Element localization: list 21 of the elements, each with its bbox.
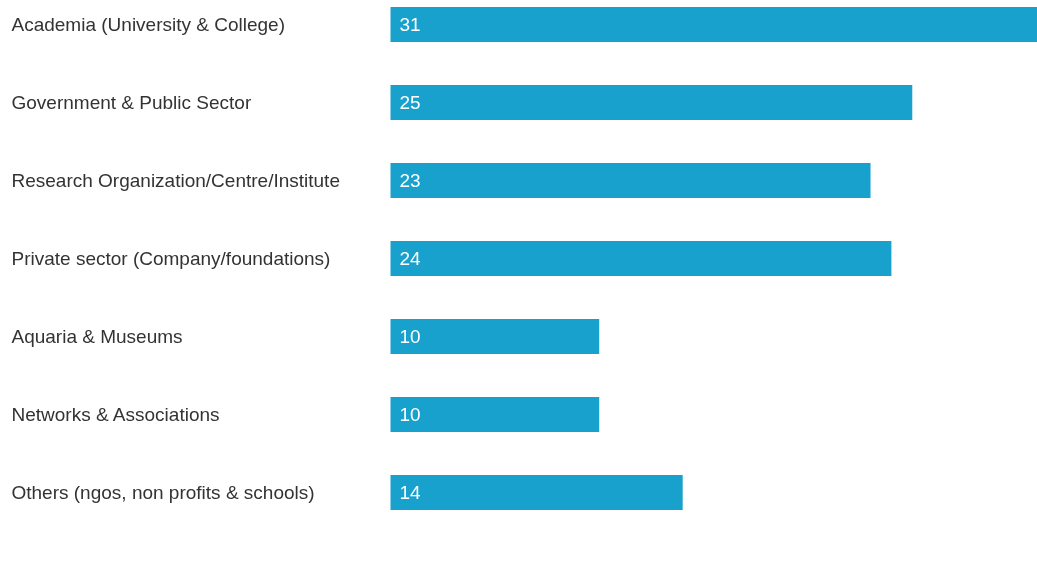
bar — [390, 7, 1037, 42]
data-label: 23 — [399, 170, 421, 191]
data-label: 10 — [399, 326, 421, 347]
data-label: 10 — [399, 404, 421, 425]
y-tick-label: Academia (University & College) — [11, 14, 285, 35]
data-label: 14 — [399, 482, 422, 503]
bar — [390, 397, 600, 432]
y-tick-label: Others (ngos, non profits & schools) — [11, 482, 315, 503]
y-tick-label: Government & Public Sector — [11, 92, 252, 113]
data-label: 31 — [399, 14, 421, 35]
bar — [390, 241, 892, 276]
y-tick-label: Networks & Associations — [11, 404, 220, 425]
y-tick-label: Research Organization/Centre/Institute — [11, 170, 340, 191]
bar — [390, 319, 600, 354]
y-tick-label: Aquaria & Museums — [11, 326, 183, 347]
bar — [390, 85, 913, 120]
data-label: 25 — [399, 92, 421, 113]
bar — [390, 475, 683, 510]
bar — [390, 163, 871, 198]
data-label: 24 — [399, 248, 422, 269]
y-tick-label: Private sector (Company/foundations) — [11, 248, 331, 269]
